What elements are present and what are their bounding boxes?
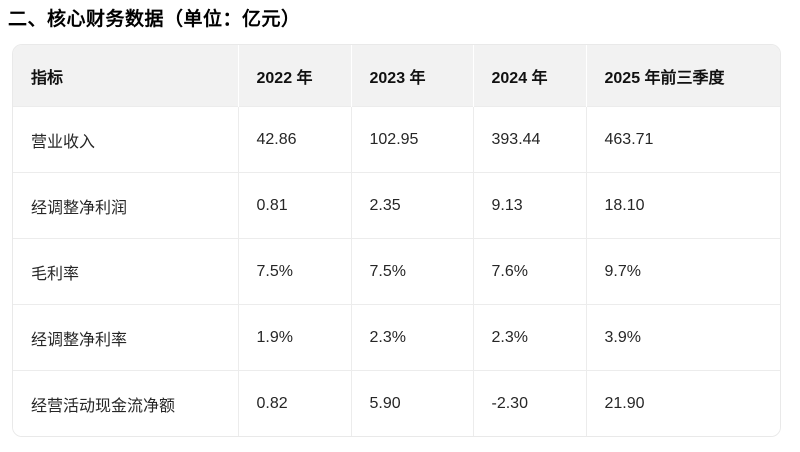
table-cell: 7.5% xyxy=(238,238,352,305)
table-cell: 2.35 xyxy=(351,172,474,239)
table-row-revenue: 营业收入 42.86 102.95 393.44 463.71 xyxy=(13,106,780,173)
table-row-gross-margin: 毛利率 7.5% 7.5% 7.6% 9.7% xyxy=(13,238,780,305)
row-label: 经营活动现金流净额 xyxy=(13,370,239,436)
page-title: 二、核心财务数据（单位：亿元） xyxy=(8,9,301,30)
table-cell: 463.71 xyxy=(586,106,780,173)
table-header-row: 指标 2022 年 2023 年 2024 年 2025 年前三季度 xyxy=(13,45,780,107)
table-cell: 1.9% xyxy=(238,304,352,371)
table-cell: 3.9% xyxy=(586,304,780,371)
table-cell: 393.44 xyxy=(473,106,587,173)
table-cell: 18.10 xyxy=(586,172,780,239)
column-header-2025-q1-q3: 2025 年前三季度 xyxy=(586,45,780,107)
table-cell: 42.86 xyxy=(238,106,352,173)
column-header-2022: 2022 年 xyxy=(238,45,352,107)
table-row-adjusted-net-profit: 经调整净利润 0.81 2.35 9.13 18.10 xyxy=(13,172,780,239)
row-label: 营业收入 xyxy=(13,106,239,173)
table-row-operating-cash-flow: 经营活动现金流净额 0.82 5.90 -2.30 21.90 xyxy=(13,370,780,436)
table-cell: 2.3% xyxy=(351,304,474,371)
table-cell: 0.81 xyxy=(238,172,352,239)
column-header-2024: 2024 年 xyxy=(473,45,587,107)
table-cell: 2.3% xyxy=(473,304,587,371)
table-cell: 0.82 xyxy=(238,370,352,436)
table-cell: 9.13 xyxy=(473,172,587,239)
table-cell: 7.6% xyxy=(473,238,587,305)
table-row-adjusted-net-margin: 经调整净利率 1.9% 2.3% 2.3% 3.9% xyxy=(13,304,780,371)
table-cell: 102.95 xyxy=(351,106,474,173)
column-header-2023: 2023 年 xyxy=(351,45,474,107)
row-label: 经调整净利率 xyxy=(13,304,239,371)
table-cell: -2.30 xyxy=(473,370,587,436)
table-cell: 9.7% xyxy=(586,238,780,305)
table-cell: 5.90 xyxy=(351,370,474,436)
table-cell: 21.90 xyxy=(586,370,780,436)
column-header-indicator: 指标 xyxy=(13,45,239,107)
row-label: 经调整净利润 xyxy=(13,172,239,239)
table-cell: 7.5% xyxy=(351,238,474,305)
financial-data-table: 指标 2022 年 2023 年 2024 年 2025 年前三季度 营业收入 … xyxy=(12,44,781,437)
row-label: 毛利率 xyxy=(13,238,239,305)
